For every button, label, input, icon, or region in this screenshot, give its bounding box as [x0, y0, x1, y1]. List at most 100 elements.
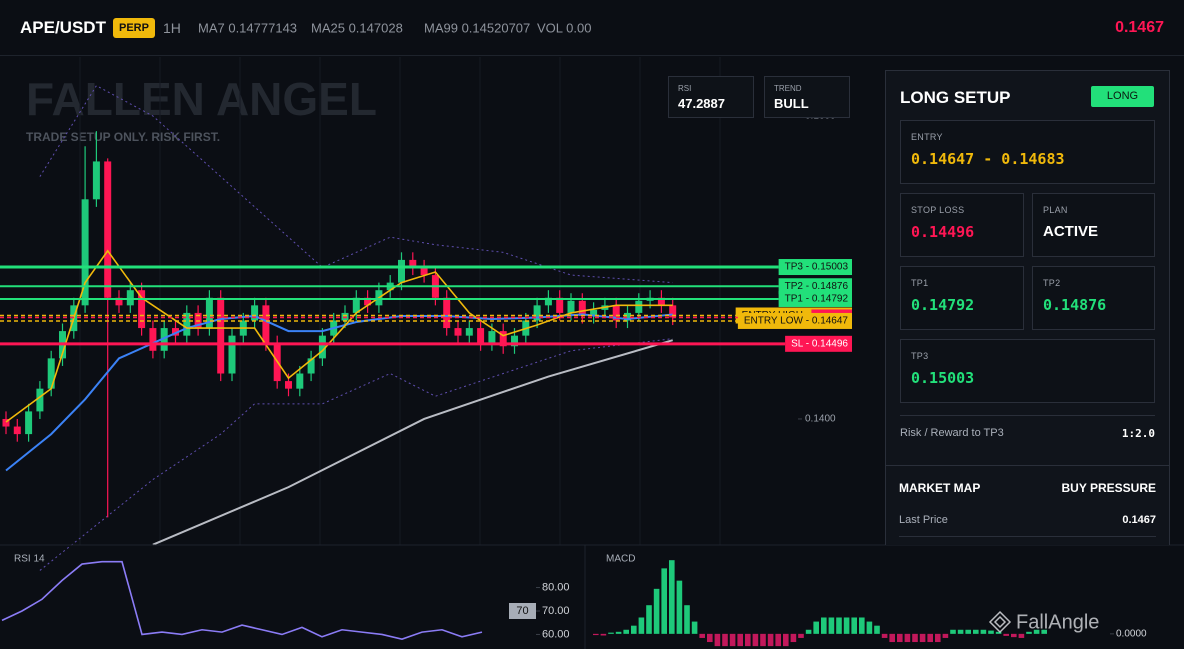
candle-body — [488, 331, 496, 344]
plan-value: ACTIVE — [1043, 223, 1099, 240]
macd-bar — [790, 633, 797, 643]
setup-title: LONG SETUP — [900, 88, 1011, 107]
last-price: 0.1467 — [1115, 19, 1164, 36]
candle-body — [465, 328, 473, 336]
ma99: MA99 0.14520707 — [424, 20, 531, 36]
macd-bar — [965, 629, 971, 634]
tp3-cell: TP3 0.15003 — [900, 339, 1155, 403]
macd-bar — [722, 633, 728, 647]
candle-body — [420, 267, 428, 276]
level-tag-bg — [785, 335, 852, 352]
tp3-value: 0.15003 — [911, 369, 975, 387]
macd-bar — [684, 605, 690, 634]
macd-bar — [593, 633, 599, 636]
tp2-cell: TP2 0.14876 — [1032, 266, 1155, 330]
plan-label: PLAN — [1043, 205, 1068, 215]
overlay-line — [39, 85, 673, 284]
macd-bar — [904, 633, 911, 643]
macd-bar — [988, 630, 994, 634]
candle-body — [2, 418, 10, 427]
volume: VOL 0.00 — [537, 20, 592, 36]
macd-bar — [714, 633, 721, 647]
plan-cell: PLAN ACTIVE — [1032, 193, 1155, 257]
rsi-label: RSI — [678, 84, 692, 93]
candle-body — [567, 300, 575, 313]
threshold-label: 70 — [516, 605, 528, 617]
candle-body — [149, 328, 157, 351]
macd-bar — [669, 560, 675, 634]
level-tag-label: ENTRY LOW - 0.14647 — [744, 316, 849, 327]
macd-bar — [995, 631, 1002, 634]
level-tag-bg — [778, 278, 852, 295]
macd-bar — [805, 629, 812, 634]
candle-body — [228, 335, 236, 374]
candle-body — [296, 373, 304, 389]
candle-body — [160, 328, 168, 351]
trend-value: BULL — [774, 96, 809, 111]
candle-body — [556, 297, 564, 313]
macd-bar — [631, 625, 637, 634]
candle-body — [138, 290, 146, 329]
rsi-tick-label: 60.00 — [542, 628, 570, 640]
macd-bar — [851, 617, 857, 634]
rsi-tick-label: 80.00 — [542, 581, 570, 593]
macd-bar — [798, 633, 804, 638]
macd-bar — [1003, 633, 1009, 636]
level-tag-bg — [737, 312, 852, 329]
macd-bar — [919, 633, 926, 643]
overlay-line — [152, 339, 673, 546]
divider — [899, 536, 1156, 537]
macd-bar — [775, 633, 781, 647]
candle-body — [126, 290, 134, 306]
candle-body — [25, 411, 33, 435]
tp3-label: TP3 — [911, 351, 929, 361]
macd-bar — [874, 625, 880, 634]
rr-label: Risk / Reward to TP3 — [900, 427, 1004, 439]
rsi-value: 47.2887 — [678, 96, 725, 111]
candle-body — [443, 297, 451, 329]
tp2-value: 0.14876 — [1043, 296, 1107, 314]
timeframe[interactable]: 1H — [163, 20, 181, 36]
level-tag: TP3 - 0.15003 — [778, 259, 852, 276]
macd-bar — [821, 617, 827, 634]
macd-bar — [752, 633, 759, 647]
macd-bar — [676, 580, 683, 634]
macd-bar — [1018, 633, 1025, 638]
macd-tick-label: 0.0000 — [1116, 628, 1147, 639]
macd-bar — [1033, 629, 1040, 634]
candle-body — [251, 305, 259, 321]
stop-loss-label: STOP LOSS — [911, 205, 965, 215]
macd-bar — [608, 632, 614, 634]
level-tag-label: SL - 0.14496 — [791, 338, 848, 349]
macd-bar — [783, 633, 789, 647]
macd-bar — [843, 617, 850, 634]
macd-bar — [600, 633, 607, 636]
header: APE/USDT PERP 1H MA7 0.14777143 MA25 0.1… — [0, 0, 1184, 56]
ma25: MA25 0.147028 — [311, 20, 403, 36]
divider — [900, 415, 1155, 416]
level-tag-bg — [778, 290, 852, 307]
setup-card: LONG SETUP LONG ENTRY 0.14647 - 0.14683 … — [885, 70, 1170, 466]
candle-body — [454, 328, 462, 336]
macd-bar — [615, 631, 622, 634]
level-tag: TP1 - 0.14792 — [778, 290, 852, 307]
candle-body — [81, 199, 89, 306]
stop-loss-value: 0.14496 — [911, 223, 975, 241]
tp1-label: TP1 — [911, 278, 929, 288]
trend-label: TREND — [774, 84, 802, 93]
macd-bar — [1041, 629, 1047, 634]
symbol[interactable]: APE/USDT — [20, 18, 106, 37]
candle-body — [172, 328, 179, 336]
macd-bar — [699, 633, 705, 638]
candle-body — [352, 297, 360, 313]
candle-body — [364, 297, 372, 306]
macd-bar — [980, 629, 987, 634]
candle-body — [217, 297, 225, 374]
macd-title: MACD — [606, 554, 635, 565]
macd-bar — [1026, 631, 1032, 634]
tp1-cell: TP1 0.14792 — [900, 266, 1024, 330]
threshold-box — [509, 602, 536, 619]
macd-bar — [836, 617, 842, 634]
candle-body — [285, 381, 292, 389]
